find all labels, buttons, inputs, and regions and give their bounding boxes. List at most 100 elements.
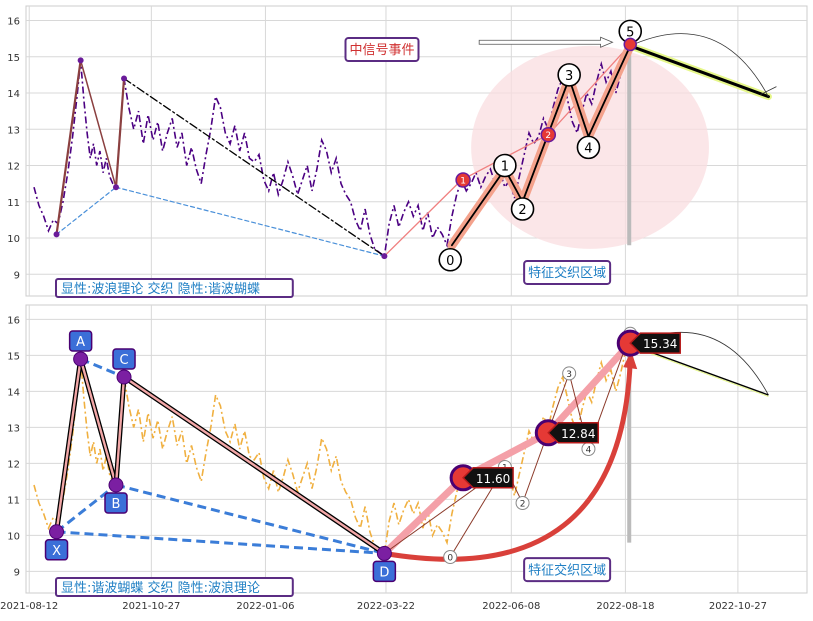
pattern-line [55, 186, 117, 235]
harmonic-label: B [112, 497, 121, 512]
top-panel-ytick-label: 16 [7, 17, 20, 28]
signal-marker-label: 2 [545, 131, 551, 141]
feature-zone-label: 特征交织区域 [528, 265, 606, 281]
signal-path [381, 340, 633, 556]
pattern-line [568, 77, 590, 138]
wave-label-circle [493, 153, 517, 178]
pattern-line [547, 43, 631, 136]
xtick-label: 2022-08-18 [596, 601, 654, 612]
bottom-panel-frame [25, 304, 808, 594]
harmonic-label: A [76, 335, 85, 350]
wave-small-label: 0 [447, 554, 453, 564]
harmonic-label: C [119, 353, 128, 368]
xtick-label: 2022-10-27 [709, 601, 767, 612]
pattern-line [383, 179, 463, 257]
signal-marker-label: 1 [460, 177, 466, 187]
top-panel-ytick-label: 13 [7, 125, 20, 136]
top-legend-text: 显性:波浪理论 交织 隐性:谐波蝴蝶 [61, 281, 260, 297]
pattern-line [79, 59, 117, 188]
xtick-label: 2021-08-12 [0, 601, 58, 612]
bottom-panel-ytick-label: 14 [7, 387, 20, 398]
harmonic-label-box [372, 560, 397, 583]
wave-label: 2 [518, 203, 526, 218]
top-panel-ytick-label: 14 [7, 89, 20, 100]
top-panel-ytick-label: 15 [7, 53, 20, 64]
bottom-panel-ytick-label: 9 [14, 567, 20, 578]
pivot-dot [121, 75, 128, 82]
harmonic-label-box [44, 539, 69, 561]
signal-marker [540, 126, 557, 143]
harmonic-label: X [52, 544, 61, 559]
harmonic-dashed-line [56, 530, 385, 555]
price-tag-value: 11.60 [476, 472, 510, 486]
pivot-dot [77, 57, 84, 64]
wave-label-circle [576, 135, 601, 160]
price-tag-value: 15.34 [643, 337, 677, 351]
signal-event-label: 中信号事件 [349, 43, 414, 58]
price-tag-box [462, 467, 514, 489]
curved-arrow-head [623, 351, 638, 370]
price-tag-box [547, 422, 600, 444]
wave-label-circle [438, 247, 463, 272]
feature-zone-label-bottom-box [523, 557, 612, 583]
harmonic-label-box [104, 492, 128, 514]
wave-small-label-circle [562, 366, 577, 381]
pattern-line [115, 186, 385, 257]
projection-arc-tip [760, 86, 777, 95]
harmonic-leg [55, 357, 82, 533]
pivot-dot [381, 253, 388, 260]
top-panel-ytick-label: 11 [7, 198, 20, 209]
harmonic-leg [122, 375, 386, 555]
wave-label: 0 [446, 254, 454, 269]
harmonic-leg [79, 357, 118, 487]
bottom-legend-box [55, 577, 294, 597]
projection-arc [630, 33, 769, 97]
wave-label-circle [510, 197, 535, 221]
pattern-line [123, 77, 386, 257]
pattern-line [587, 44, 632, 138]
top-panel-ytick-label: 12 [7, 162, 20, 173]
harmonic-label: D [379, 565, 389, 580]
bottom-panel-ytick-label: 12 [7, 459, 20, 470]
wave-label: 4 [584, 141, 592, 156]
wave-label: 3 [565, 69, 573, 84]
pattern-line [55, 59, 82, 236]
bottom-panel-ytick-label: 11 [7, 495, 20, 506]
pattern-line [450, 168, 506, 247]
harmonic-label-box [68, 330, 93, 352]
feature-zone-label-box [523, 259, 612, 285]
wave-label: 5 [626, 25, 634, 40]
pattern-line [114, 77, 126, 189]
bottom-panel-ytick-label: 15 [7, 351, 20, 362]
harmonic-dashed-line [80, 357, 125, 379]
pivot-dot [53, 231, 60, 238]
price-tag-value: 12.84 [561, 427, 595, 441]
xtick-label: 2022-06-08 [482, 601, 540, 612]
wave-label: 1 [501, 160, 509, 175]
wave-small-label: 4 [586, 446, 592, 456]
pattern-line [628, 44, 770, 99]
harmonic-point-dot [376, 545, 392, 561]
top-panel-ytick-label: 10 [7, 234, 20, 245]
wave-small-label: 2 [520, 500, 526, 510]
wave-small-label-circle [443, 550, 458, 564]
wave-small-label-circle [515, 496, 530, 510]
pivot-dot [112, 184, 119, 191]
wave-label-circle [557, 63, 581, 87]
harmonic-label-box [112, 348, 136, 370]
wave-small-label: 3 [566, 370, 572, 380]
price-tag-box [629, 332, 681, 354]
bottom-panel-ytick-label: 13 [7, 423, 20, 434]
feature-zone-label-bottom: 特征交织区域 [528, 562, 606, 578]
projection-line-highlight [630, 345, 769, 397]
xtick-label: 2022-03-22 [357, 601, 415, 612]
harmonic-leg [114, 375, 126, 487]
harmonic-dashed-line [115, 483, 385, 555]
signal-marker [455, 172, 471, 188]
signal-arrow [478, 36, 614, 48]
harmonic-point-dot [108, 477, 124, 493]
harmonic-point-dot [116, 369, 132, 385]
top-legend-box [55, 278, 294, 298]
top-panel-ytick-label: 9 [14, 270, 20, 281]
